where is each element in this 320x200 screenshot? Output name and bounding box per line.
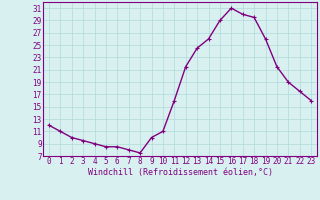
X-axis label: Windchill (Refroidissement éolien,°C): Windchill (Refroidissement éolien,°C) bbox=[87, 168, 273, 177]
